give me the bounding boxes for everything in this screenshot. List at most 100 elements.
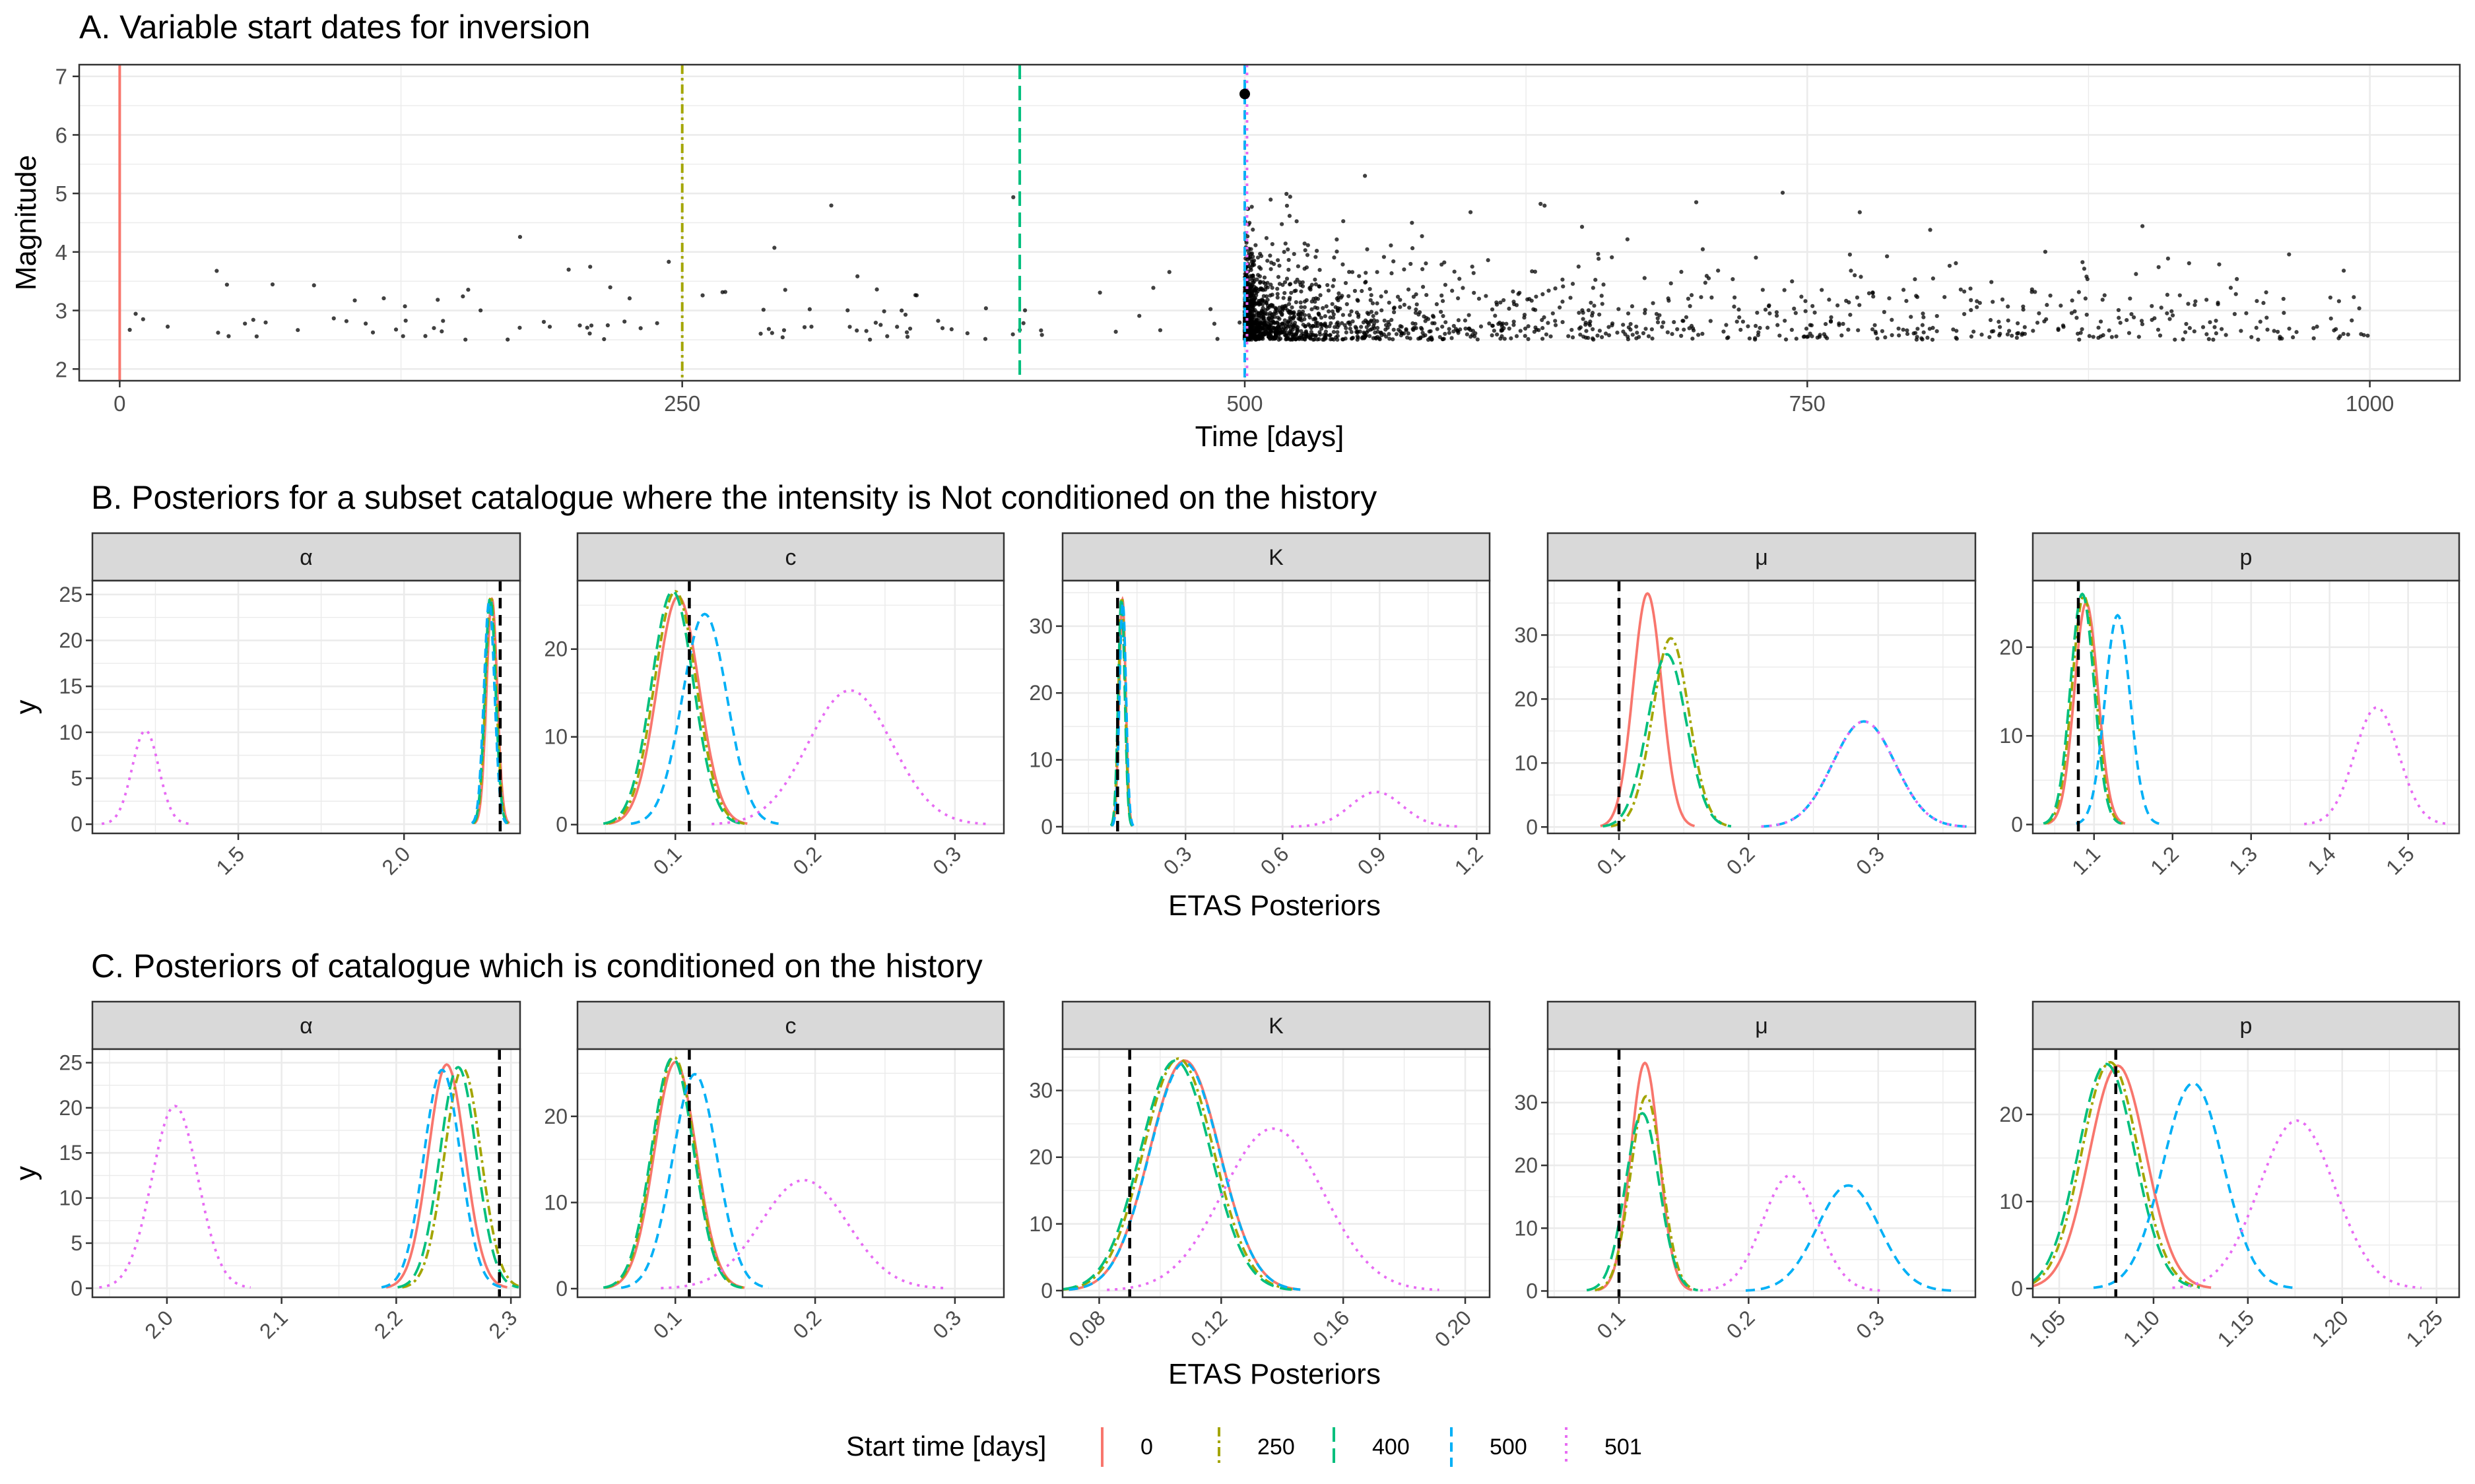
event-point	[1523, 334, 1527, 339]
event-point	[1471, 271, 1476, 275]
event-point	[1304, 330, 1308, 335]
density-curve-400	[1586, 1112, 1698, 1292]
event-point	[226, 334, 231, 339]
event-point	[1855, 295, 1860, 300]
event-point	[1280, 222, 1284, 226]
event-point	[1251, 323, 1255, 328]
event-point	[1319, 322, 1324, 327]
density-curve-501	[1700, 1174, 1880, 1292]
event-point	[1921, 330, 1926, 335]
event-point	[2278, 337, 2282, 341]
event-point	[1829, 315, 1833, 319]
event-point	[1317, 267, 1322, 273]
event-point	[1689, 293, 1694, 298]
event-point	[1977, 300, 1982, 306]
legend-label: 500	[1490, 1435, 1527, 1460]
event-point	[1661, 320, 1666, 325]
event-point	[1686, 296, 1691, 301]
y-tick-label: 30	[1514, 623, 1538, 647]
event-point	[1039, 328, 1043, 333]
x-tick-label: 250	[664, 391, 700, 416]
event-point	[1689, 323, 1694, 328]
event-point	[1756, 330, 1761, 335]
event-point	[1847, 252, 1852, 257]
event-point	[1254, 310, 1259, 315]
event-point	[436, 298, 440, 302]
event-point	[1249, 285, 1253, 290]
event-point	[1470, 329, 1475, 333]
density-curve-250	[1595, 1095, 1698, 1292]
event-point	[622, 319, 627, 324]
event-point	[1405, 335, 1410, 340]
facet-plot-area	[1063, 581, 1490, 833]
event-point	[1406, 331, 1410, 336]
event-point	[1282, 291, 1287, 296]
event-point	[1576, 264, 1581, 269]
y-tick-label: 25	[59, 1051, 82, 1075]
event-point	[1368, 286, 1372, 292]
event-point	[1603, 331, 1608, 336]
event-point	[2192, 329, 2196, 334]
event-point	[1550, 311, 1555, 316]
event-point	[1284, 276, 1290, 281]
event-point	[1265, 259, 1270, 263]
event-point	[1839, 333, 1844, 338]
event-point	[1616, 307, 1621, 311]
event-point	[1755, 310, 1760, 315]
event-point	[1245, 257, 1250, 262]
mainshock-point	[1239, 88, 1250, 100]
event-point	[1248, 282, 1253, 286]
event-point	[2074, 315, 2079, 320]
event-point	[1350, 319, 1355, 324]
event-point	[2183, 330, 2188, 335]
posterior-x-axis-title: ETAS Posteriors	[1168, 889, 1381, 922]
event-point	[1257, 316, 1261, 321]
event-point	[1246, 304, 1251, 309]
density-curve-500	[630, 612, 779, 825]
event-point	[224, 282, 229, 287]
event-point	[1890, 333, 1894, 338]
legend-item-400: 400	[1333, 1427, 1410, 1467]
event-point	[1263, 322, 1267, 327]
x-tick-label: 0.2	[1722, 842, 1760, 880]
event-point	[1277, 317, 1282, 321]
event-point	[1249, 205, 1254, 209]
event-point	[312, 283, 316, 288]
event-point	[1600, 302, 1604, 306]
event-point	[1291, 315, 1296, 320]
event-point	[1315, 296, 1321, 302]
event-point	[1560, 300, 1565, 304]
event-point	[1321, 306, 1325, 310]
event-point	[1969, 298, 1973, 302]
event-point	[1930, 325, 1935, 331]
event-point	[1649, 327, 1654, 332]
event-point	[1350, 270, 1355, 274]
event-point	[1675, 327, 1680, 332]
event-point	[1452, 269, 1457, 274]
event-point	[2187, 261, 2191, 266]
event-point	[1274, 329, 1279, 333]
event-point	[1606, 325, 1611, 329]
event-point	[1476, 296, 1482, 301]
event-point	[2042, 319, 2047, 324]
event-point	[1467, 326, 1472, 331]
event-point	[1734, 319, 1739, 324]
event-point	[1268, 253, 1272, 258]
event-point	[1330, 337, 1335, 341]
event-point	[1247, 309, 1252, 314]
event-point	[1289, 290, 1294, 295]
event-point	[2287, 252, 2292, 257]
event-point	[1666, 296, 1670, 301]
event-point	[2076, 290, 2081, 294]
event-point	[1251, 227, 1255, 232]
event-point	[2006, 304, 2010, 309]
event-point	[1253, 243, 1258, 247]
event-point	[1400, 331, 1404, 336]
event-point	[1331, 329, 1336, 335]
event-point	[2016, 321, 2020, 326]
facet-strip-label: α	[300, 1014, 313, 1039]
event-point	[1416, 337, 1421, 341]
event-point	[1753, 336, 1758, 340]
event-point	[1328, 333, 1333, 337]
event-point	[1866, 291, 1872, 296]
